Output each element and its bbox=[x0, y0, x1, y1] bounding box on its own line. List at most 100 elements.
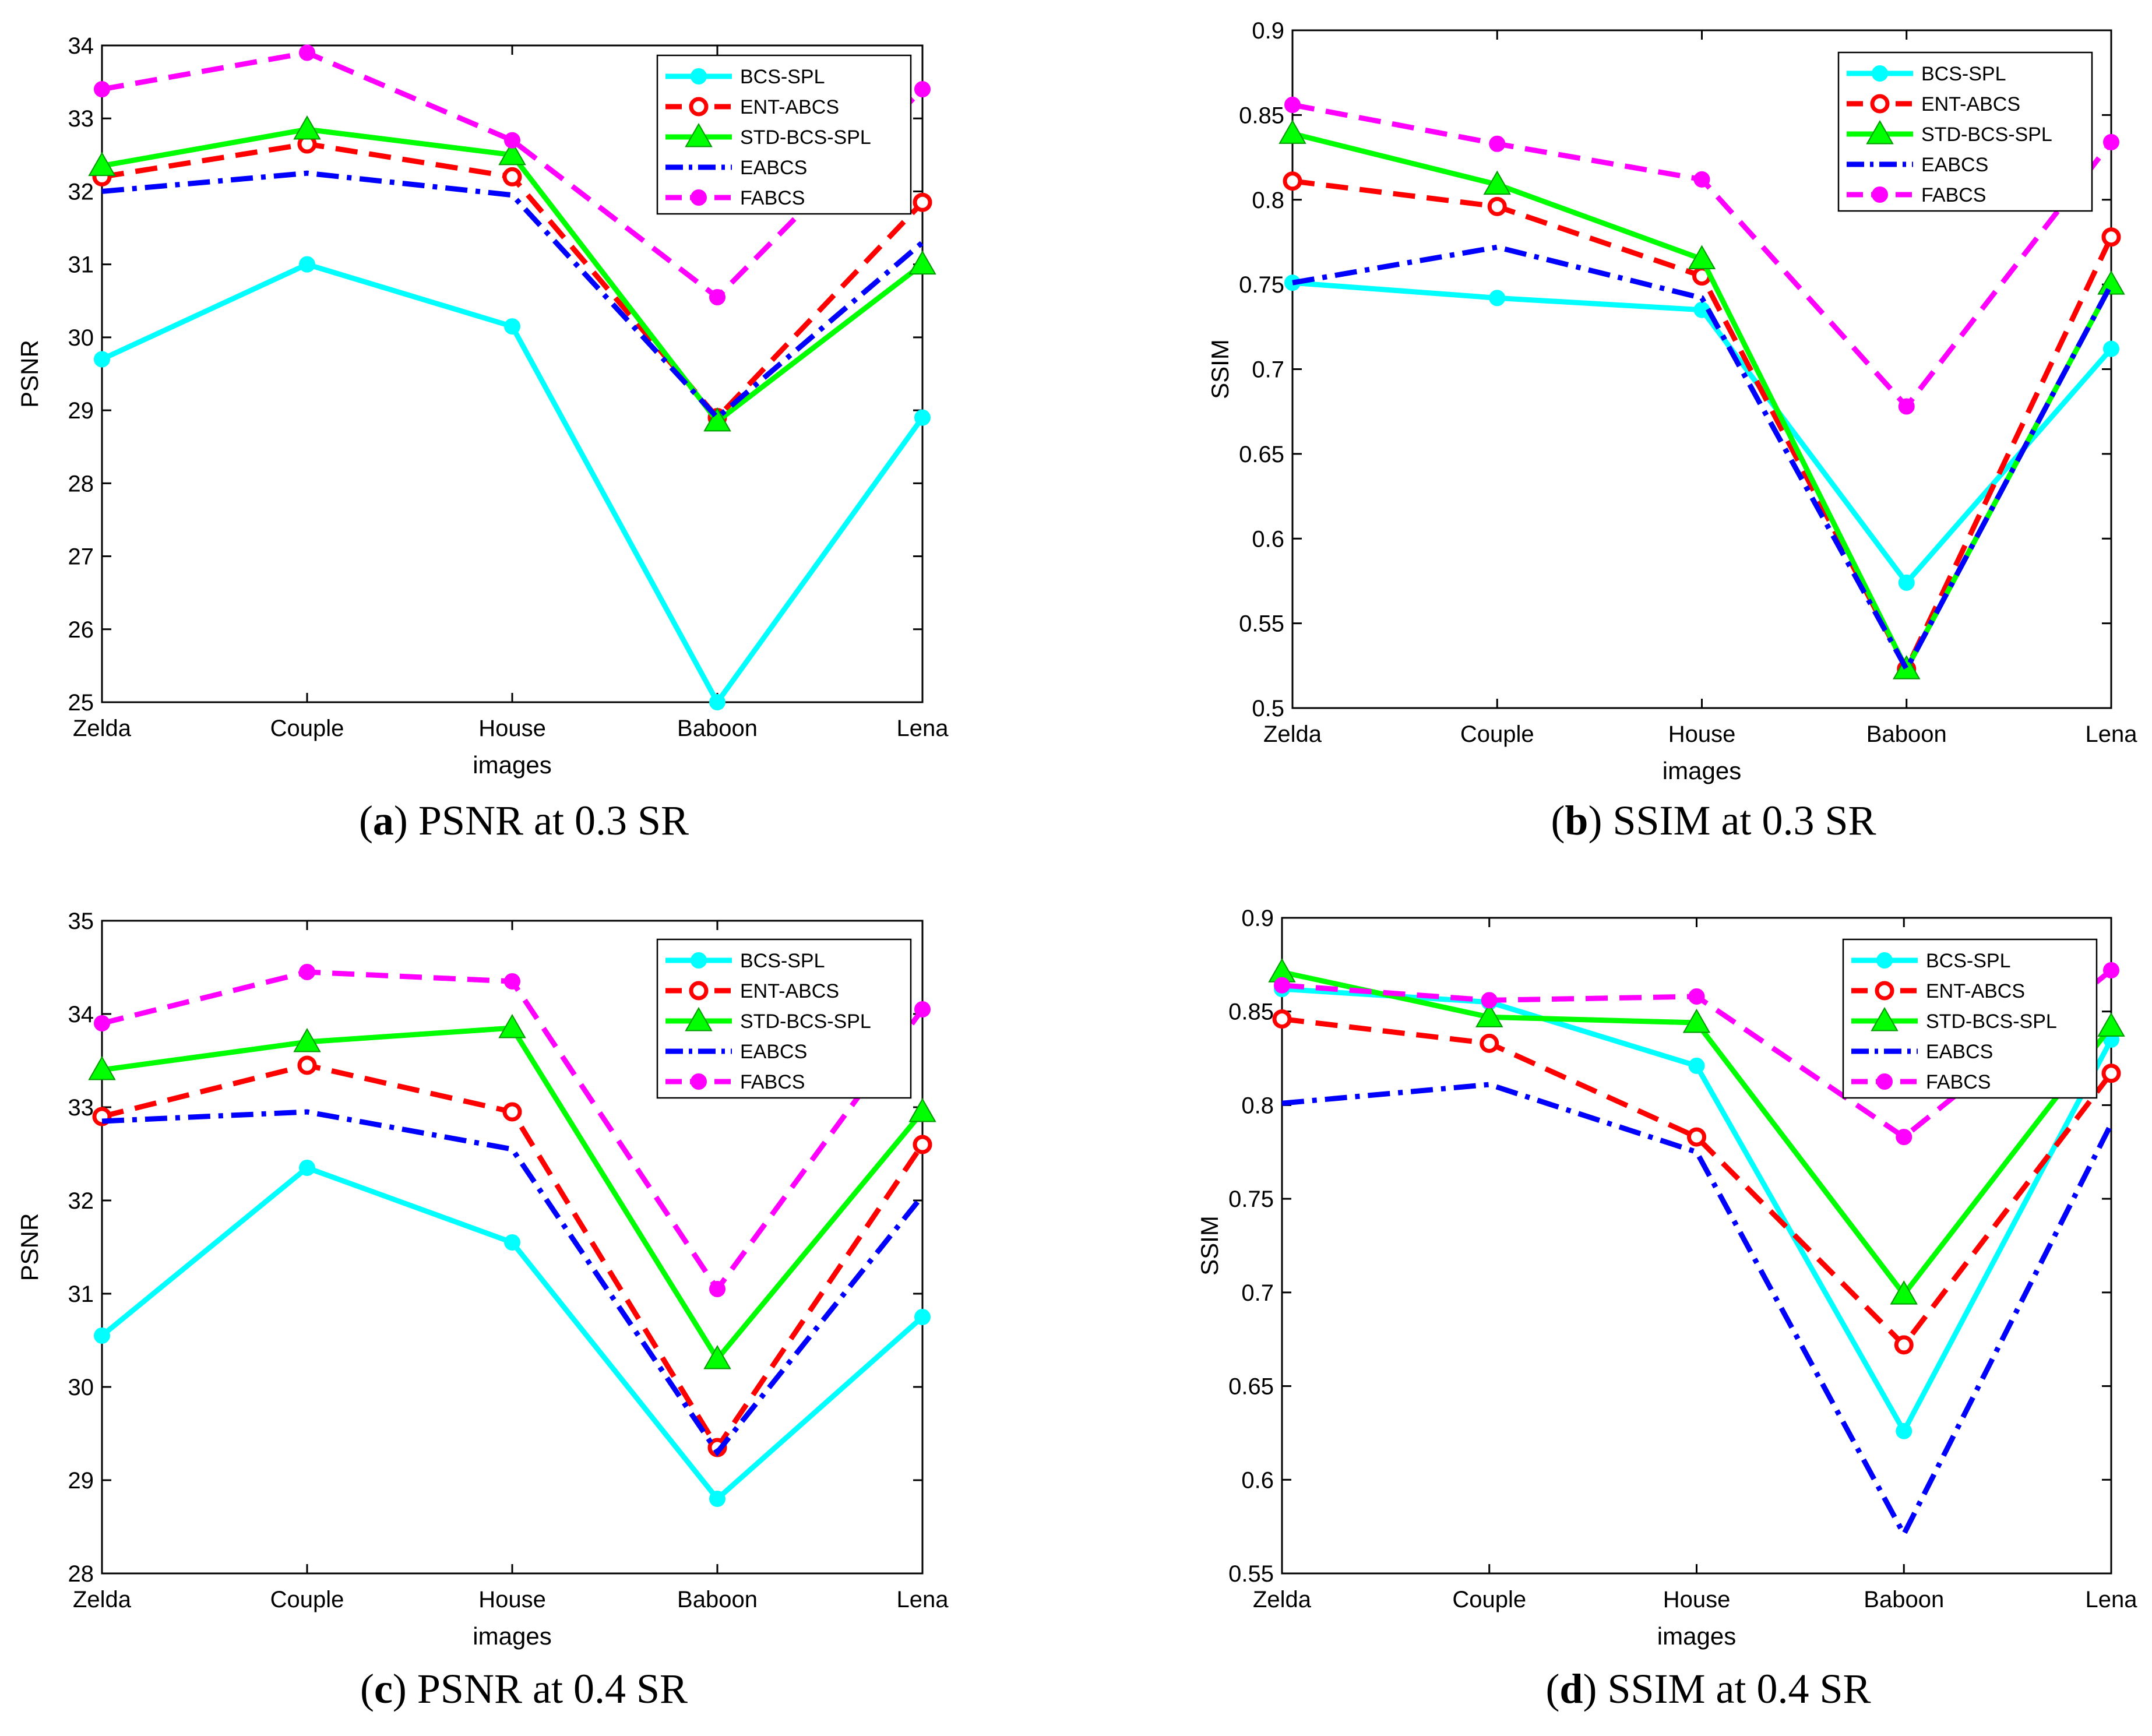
data-point-fabcs bbox=[1274, 977, 1290, 994]
x-tick-label: Couple bbox=[1460, 721, 1534, 747]
legend-entry: FABCS bbox=[1926, 1071, 1991, 1093]
data-point-bcs-spl bbox=[94, 351, 110, 368]
data-point-fabcs bbox=[1896, 1129, 1913, 1146]
data-point-bcs-spl bbox=[1489, 290, 1506, 307]
legend-marker-ent-abcs bbox=[1870, 94, 1890, 114]
data-point-std-bcs-spl bbox=[1475, 1003, 1503, 1027]
legend-marker-bcs-spl bbox=[1876, 952, 1893, 969]
data-point-std-bcs-spl bbox=[703, 407, 731, 432]
y-axis-label: SSIM bbox=[1196, 1216, 1223, 1276]
data-point-bcs-spl bbox=[1898, 574, 1915, 591]
series-line-eabcs bbox=[101, 1109, 925, 1457]
data-point-ent-abcs bbox=[297, 1055, 317, 1075]
data-point-fabcs bbox=[504, 973, 520, 990]
data-point-std-bcs-spl bbox=[2097, 270, 2125, 295]
caption-letter: b bbox=[1565, 797, 1588, 844]
series-line-bcs-spl bbox=[100, 1164, 924, 1503]
data-point-bcs-spl bbox=[2103, 340, 2119, 357]
data-point-fabcs bbox=[1284, 96, 1301, 113]
y-tick-label: 33 bbox=[68, 106, 94, 132]
series-line-ent-abcs bbox=[1281, 1016, 2114, 1349]
data-point-ent-abcs bbox=[1487, 196, 1507, 216]
y-tick-label: 28 bbox=[68, 1561, 94, 1587]
legend-entry: ENT-ABCS bbox=[740, 96, 839, 118]
data-point-fabcs bbox=[709, 1281, 725, 1297]
caption-letter: c bbox=[374, 1665, 393, 1712]
data-point-std-bcs-spl bbox=[1890, 1280, 1918, 1305]
y-tick-label: 0.9 bbox=[1252, 18, 1284, 44]
x-axis-label: images bbox=[473, 751, 551, 779]
caption-letter: d bbox=[1559, 1665, 1583, 1712]
caption-paren-open: ( bbox=[1551, 797, 1565, 844]
caption-text: SSIM at 0.3 SR bbox=[1612, 797, 1876, 844]
data-point-fabcs bbox=[709, 289, 725, 306]
y-tick-label: 33 bbox=[68, 1095, 94, 1121]
x-tick-label: Baboon bbox=[677, 1587, 758, 1612]
x-tick-label: Baboon bbox=[677, 716, 758, 741]
data-point-ent-abcs bbox=[2101, 227, 2121, 247]
panel-caption: (c) PSNR at 0.4 SR bbox=[360, 1665, 688, 1712]
series-line-eabcs bbox=[101, 170, 924, 421]
legend-entry: ENT-ABCS bbox=[1926, 980, 2025, 1002]
data-point-fabcs bbox=[1693, 171, 1710, 188]
legend-marker-std-bcs-spl bbox=[1871, 1006, 1899, 1031]
y-tick-label: 0.75 bbox=[1228, 1186, 1274, 1212]
x-tick-label: House bbox=[478, 1587, 546, 1612]
y-axis-label: PSNR bbox=[16, 1213, 43, 1281]
legend-marker-bcs-spl bbox=[691, 68, 707, 84]
data-point-bcs-spl bbox=[1896, 1422, 1913, 1439]
data-point-fabcs bbox=[914, 81, 931, 98]
data-point-fabcs bbox=[2103, 133, 2119, 150]
data-point-ent-abcs bbox=[2101, 1064, 2121, 1083]
data-point-std-bcs-spl bbox=[908, 1097, 936, 1122]
panel-caption: (b) SSIM at 0.3 SR bbox=[1551, 797, 1876, 844]
data-point-bcs-spl bbox=[94, 1327, 110, 1344]
x-tick-label: Zelda bbox=[73, 1587, 132, 1612]
x-tick-label: Couple bbox=[1452, 1587, 1526, 1612]
data-point-fabcs bbox=[1898, 398, 1915, 415]
data-point-std-bcs-spl bbox=[1483, 170, 1511, 195]
legend-entry: STD-BCS-SPL bbox=[1926, 1010, 2057, 1033]
chart-panel-a: 25 26 27 28 29 30 31 32 33 34 Zelda Couple House Babo… bbox=[16, 33, 949, 844]
y-tick-label: 34 bbox=[68, 1002, 94, 1027]
data-point-bcs-spl bbox=[299, 1160, 315, 1176]
legend-entry: EABCS bbox=[1921, 154, 1988, 176]
x-tick-label: House bbox=[478, 716, 546, 741]
legend-entry: BCS-SPL bbox=[1926, 950, 2011, 972]
y-tick-label: 0.6 bbox=[1252, 526, 1284, 552]
y-tick-label: 31 bbox=[68, 252, 94, 278]
caption-paren-close: ) bbox=[393, 1665, 417, 1712]
x-tick-label: Baboon bbox=[1866, 721, 1947, 747]
data-point-std-bcs-spl bbox=[1688, 245, 1716, 270]
y-tick-label: 0.65 bbox=[1228, 1374, 1274, 1400]
data-point-ent-abcs bbox=[913, 192, 932, 212]
data-point-fabcs bbox=[504, 132, 520, 149]
legend-entry: ENT-ABCS bbox=[1921, 93, 2020, 115]
y-tick-label: 0.75 bbox=[1239, 272, 1284, 298]
caption-paren-open: ( bbox=[360, 1665, 374, 1712]
series-line-eabcs bbox=[1281, 1082, 2114, 1540]
y-axis-label: PSNR bbox=[16, 340, 43, 408]
data-point-fabcs bbox=[1481, 992, 1498, 1009]
data-point-bcs-spl bbox=[914, 409, 931, 426]
y-tick-label: 29 bbox=[68, 398, 94, 424]
data-point-bcs-spl bbox=[504, 1234, 520, 1251]
y-tick-label: 29 bbox=[68, 1468, 94, 1494]
caption-text: PSNR at 0.4 SR bbox=[417, 1665, 688, 1712]
y-tick-label: 30 bbox=[68, 1375, 94, 1400]
series-line-std-bcs-spl bbox=[1291, 131, 2114, 675]
data-point-std-bcs-spl bbox=[88, 1055, 116, 1080]
caption-paren-close: ) bbox=[394, 797, 418, 844]
y-tick-label: 0.5 bbox=[1252, 696, 1284, 721]
y-tick-label: 34 bbox=[68, 33, 94, 59]
data-point-bcs-spl bbox=[709, 1491, 725, 1507]
data-point-bcs-spl bbox=[504, 318, 520, 335]
x-axis-label: images bbox=[1663, 757, 1741, 784]
data-point-fabcs bbox=[94, 1015, 110, 1031]
caption-paren-open: ( bbox=[359, 797, 373, 844]
data-point-ent-abcs bbox=[1272, 1009, 1292, 1029]
legend-marker-std-bcs-spl bbox=[685, 122, 713, 147]
x-tick-label: House bbox=[1668, 721, 1736, 747]
legend-marker-std-bcs-spl bbox=[685, 1006, 713, 1031]
caption-text: PSNR at 0.3 SR bbox=[418, 797, 689, 844]
